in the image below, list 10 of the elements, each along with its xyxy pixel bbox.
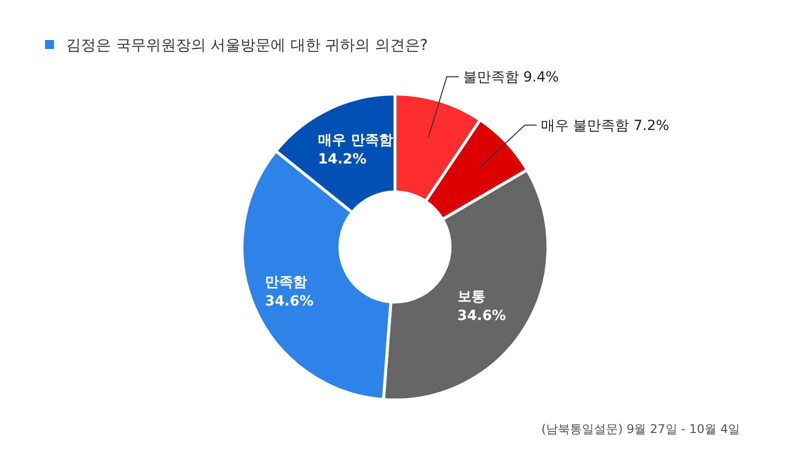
data-label: 34.6%: [264, 293, 314, 310]
slice-label: 매우 만족함: [318, 132, 393, 149]
slice-label: 보통: [457, 288, 486, 305]
slice-label: 만족함: [264, 274, 307, 290]
slice-label: 불만족함 9.4%: [462, 70, 559, 86]
data-label: 34.6%: [457, 308, 506, 324]
data-label: 14.2%: [318, 152, 367, 168]
chart-title: 김정은 국무위원장의 서울방문에 대한 귀하의 의견은?: [66, 36, 428, 54]
slice-label: 매우 불만족함 7.2%: [540, 118, 670, 134]
text: (남북통일설문) 9월 27일 - 10월 4일: [541, 422, 740, 436]
